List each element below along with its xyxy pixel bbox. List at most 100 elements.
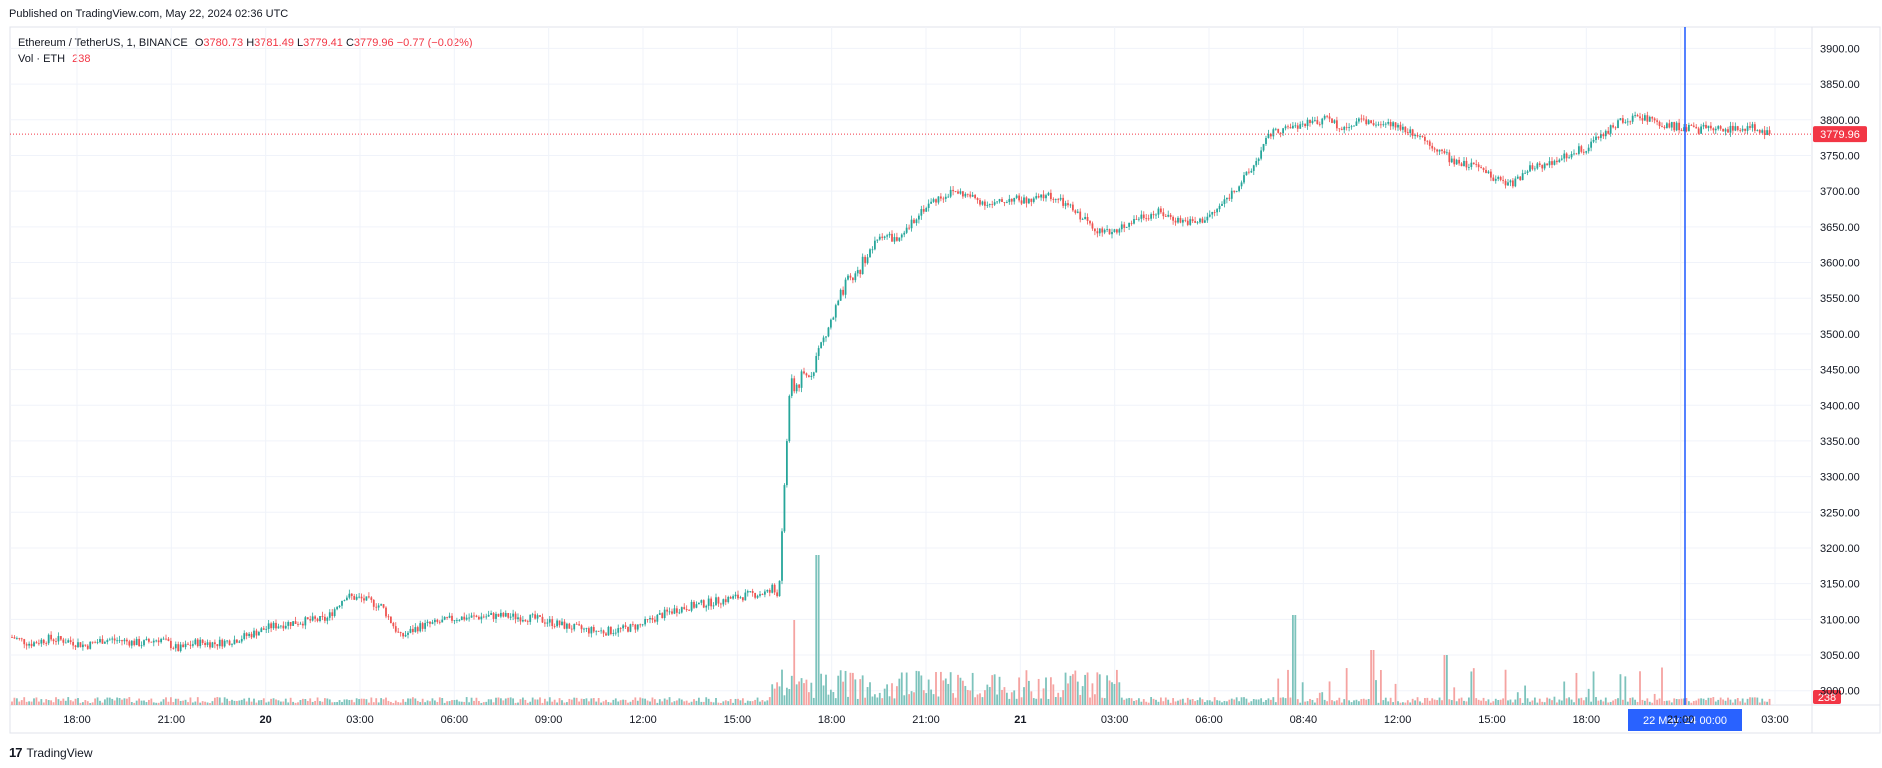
candle-body	[1577, 146, 1580, 154]
volume-bar	[1401, 702, 1404, 705]
candle-body	[1665, 123, 1668, 129]
candle-body	[568, 623, 571, 629]
volume-bar	[59, 700, 62, 705]
candle-body	[1008, 198, 1011, 203]
candle-body	[1194, 221, 1197, 223]
candle-body	[1084, 216, 1087, 220]
candle-body	[1712, 128, 1715, 131]
volume-bar	[1736, 698, 1739, 705]
volume-bar	[416, 700, 419, 705]
candle-body	[1705, 124, 1707, 129]
volume-bar	[1690, 702, 1693, 705]
volume-bar	[1489, 702, 1492, 705]
candle-body	[1299, 124, 1302, 129]
candle-body	[1595, 136, 1597, 140]
candle-body	[771, 584, 774, 593]
volume-bar	[1707, 697, 1710, 705]
volume-label[interactable]: Vol · ETH	[18, 53, 66, 65]
candle-body	[1526, 171, 1529, 173]
volume-bar	[646, 700, 649, 705]
volume-bar	[641, 698, 644, 705]
volume-bar	[651, 697, 654, 705]
volume-bar	[1731, 702, 1734, 705]
volume-bar	[1702, 698, 1705, 705]
volume-bar	[1013, 690, 1016, 705]
x-tick-label: 03:00	[1761, 714, 1789, 726]
candle-body	[575, 623, 578, 625]
candle-body	[1311, 120, 1314, 124]
candle-body	[1758, 130, 1761, 133]
candle-body	[1573, 153, 1575, 155]
candle-body	[1565, 153, 1568, 159]
candle-body	[1592, 139, 1595, 142]
volume-bar	[678, 698, 681, 705]
volume-bar	[1692, 701, 1695, 705]
y-tick-label: 3800.00	[1820, 115, 1860, 127]
volume-bar	[653, 699, 656, 705]
symbol-label[interactable]: Ethereum / TetherUS, 1, BINANCE	[18, 37, 188, 49]
volume-bar	[1399, 702, 1402, 705]
volume-bar	[1460, 697, 1463, 705]
candle-body	[69, 640, 72, 642]
volume-bar	[783, 695, 786, 705]
volume-bar	[20, 700, 23, 705]
candle-body	[844, 279, 847, 295]
candle-body	[1049, 192, 1052, 200]
volume-bar	[961, 680, 964, 705]
candle-body	[1555, 160, 1558, 163]
volume-bar	[1379, 670, 1382, 705]
candle-body	[509, 616, 512, 618]
volume-bar	[1272, 697, 1275, 705]
candle-body	[62, 639, 65, 643]
candle-body	[363, 598, 365, 601]
volume-bar	[1362, 698, 1365, 705]
volume-bar	[243, 698, 246, 705]
volume-bar	[658, 699, 661, 705]
chart-legend: Ethereum / TetherUS, 1, BINANCE O3780.73…	[18, 35, 473, 67]
x-tick-label: 21:00	[1667, 714, 1695, 726]
candle-body	[820, 342, 823, 349]
volume-bar	[1355, 699, 1358, 705]
open-value: 3780.73	[203, 37, 244, 49]
candle-body	[89, 641, 92, 649]
volume-bar	[1563, 681, 1566, 705]
candle-body	[517, 617, 519, 620]
volume-bar	[473, 700, 475, 705]
candle-body	[1580, 146, 1583, 152]
tradingview-logo[interactable]: 17 TradingView	[9, 745, 93, 760]
candle-body	[788, 395, 791, 442]
candle-body	[1130, 222, 1133, 224]
volume-bar	[353, 702, 356, 705]
volume-bar	[639, 697, 642, 705]
candle-body	[338, 605, 341, 608]
candle-body	[145, 638, 148, 641]
candle-body	[365, 596, 368, 601]
volume-bar	[568, 698, 571, 705]
volume-bar	[37, 701, 40, 705]
volume-bar	[1445, 655, 1448, 705]
candle-body	[1260, 150, 1263, 159]
volume-bar	[976, 694, 979, 705]
volume-bar	[541, 702, 544, 705]
volume-bar	[1137, 698, 1140, 705]
candle-body	[482, 616, 485, 618]
volume-bar	[397, 702, 400, 705]
volume-bar	[763, 701, 766, 705]
volume-bar	[287, 702, 290, 705]
x-tick-label: 20	[260, 714, 272, 726]
candle-body	[375, 606, 378, 608]
candle-body	[1064, 203, 1067, 206]
volume-bar	[1421, 702, 1424, 705]
candle-body	[1766, 130, 1769, 135]
volume-bar	[996, 694, 999, 705]
candle-body	[138, 638, 141, 646]
candle-body	[1426, 140, 1429, 142]
candle-body	[360, 596, 363, 599]
x-tick-label: 21:00	[158, 714, 186, 726]
volume-bar	[803, 683, 805, 705]
candle-body	[1494, 178, 1497, 181]
volume-bar	[917, 671, 920, 705]
volume-bar	[942, 680, 945, 705]
volume-bar	[1086, 672, 1089, 705]
